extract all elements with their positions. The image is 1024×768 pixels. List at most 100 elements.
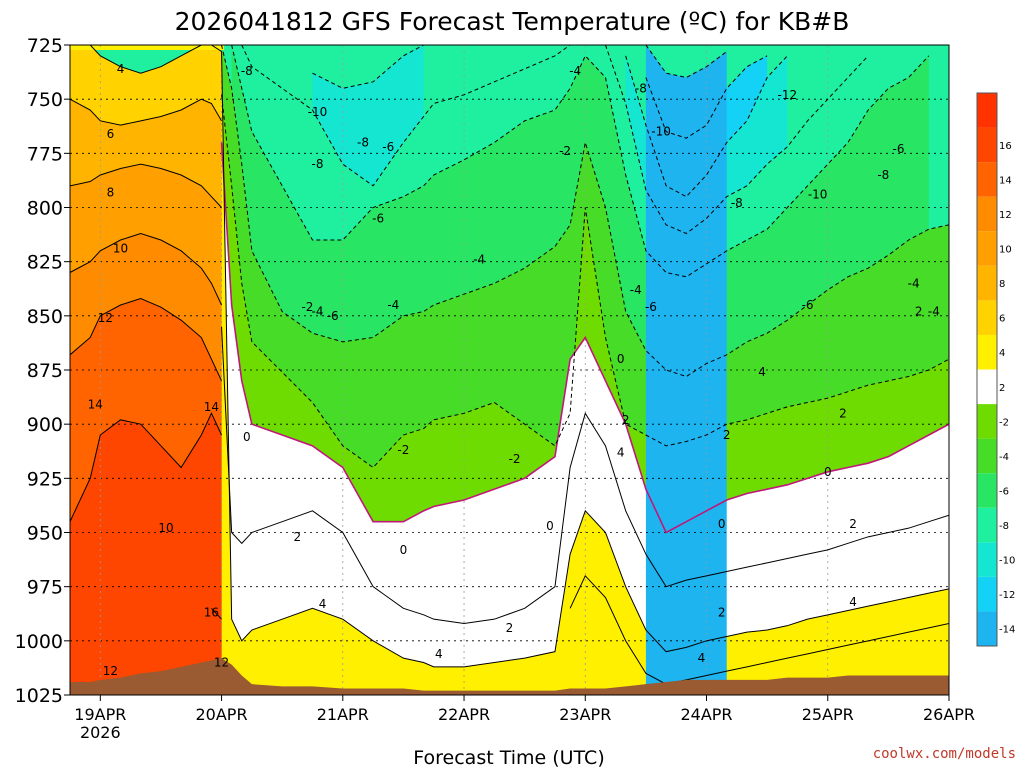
isotherm-label: -8 [877,168,889,182]
isotherm--8 [241,45,571,187]
y-tick-label: 875 [27,360,63,382]
isotherm-label: -4 [908,276,920,290]
isotherm-label: 14 [88,398,103,412]
isotherm-label: 0 [243,430,251,444]
isotherm-label: 12 [103,664,118,678]
y-tick-label: 925 [27,468,63,490]
colorbar-label: -2 [999,417,1009,428]
y-tick-label: 825 [27,252,63,274]
warm-band-14 [70,413,222,695]
isotherm-label: -2 [559,144,571,158]
warm-top-cap [70,45,225,50]
grid-lines [70,45,949,695]
isotherm-label: -6 [327,309,339,323]
isotherm-label: -12 [778,88,798,102]
x-tick-sublabel: 2026 [80,723,121,742]
ground-surface [70,658,949,695]
y-tick-label: 1025 [15,685,63,707]
colorbar-label: 6 [999,314,1005,325]
isotherm-label: 4 [117,62,125,76]
colorbar-bin [977,162,997,197]
colorbar-label: 10 [999,245,1012,256]
isotherm-label: -10 [808,188,828,202]
isotherm-label: -10 [308,105,328,119]
isotherm-label: 2 [294,530,302,544]
isotherm-label: -8 [635,81,647,95]
isotherm-label: -8 [357,136,369,150]
isotherm-label: 4 [698,651,706,665]
isotherm-label: -4 [928,305,940,319]
isotherm-label: -10 [651,125,671,139]
isotherm-label: 2 [839,406,847,420]
isotherm-label: 12 [214,656,229,670]
isotherm--2 [221,94,949,469]
isotherm-label: -8 [731,196,743,210]
colorbar-bin [977,231,997,266]
y-tick-label: 775 [27,143,63,165]
isotherm-label: 2 [506,621,514,635]
isotherm-lines [70,45,949,685]
isotherm-label: 8 [107,185,115,199]
isotherm-label: -4 [630,283,642,297]
isotherm-label: 0 [546,519,554,533]
isotherm-label: 16 [204,606,219,620]
isotherm-label: 4 [319,597,327,611]
isotherm-label: 0 [824,465,832,479]
colorbar-label: 16 [999,141,1012,152]
isotherm-label: -8 [312,157,324,171]
isotherm-label: -4 [473,253,485,267]
colorbar-bin [977,611,997,646]
y-tick-label: 725 [27,35,63,57]
x-tick-label: 21APR [317,705,369,724]
chart-title: 2026041812 GFS Forecast Temperature (ºC)… [175,7,850,36]
isotherm--12 [645,55,768,139]
isotherm--4 [221,45,949,378]
isotherm-label: 12 [98,311,113,325]
isotherm-10 [70,232,223,306]
colorbar-label: 12 [999,210,1012,221]
isotherm-2 [221,326,949,625]
surface-area [70,658,949,695]
isotherm-label: -6 [892,142,904,156]
colorbar-bin [977,127,997,163]
isotherm-label: -2 [509,452,521,466]
isotherm-6 [569,574,949,685]
isotherm-0 [220,142,949,534]
colorbar-label: -12 [999,590,1015,601]
isotherm-label: 2 [718,606,726,620]
y-tick-label: 850 [27,306,63,328]
colorbar-bin [977,542,997,577]
isotherm--10 [312,45,424,89]
colorbar-bin [977,300,997,335]
isotherm-label: -4 [387,298,399,312]
colorbar-bin [977,576,997,612]
isotherm-label: -4 [569,64,581,78]
colorbar-bin [977,438,997,474]
isotherm-label: 2 [849,517,857,531]
isotherm-label: 4 [849,595,857,609]
isotherm-label: -6 [645,300,657,314]
colorbar-bin [977,369,997,405]
isotherm-label: 2 [723,428,731,442]
isotherm-label: -2 [397,443,409,457]
x-axis-label: Forecast Time (UTC) [413,747,604,768]
isotherm-label: 10 [113,242,128,256]
colorbar-bin [977,507,997,543]
colorbar-bin [977,334,997,370]
isotherm-label: 14 [204,400,219,414]
x-tick-label: 26APR [923,705,975,724]
colorbar-label: -8 [999,521,1009,532]
x-tick-label: 24APR [680,705,732,724]
x-tick-label: 22APR [438,705,490,724]
colorbar-bin [977,265,997,301]
y-axis: 725 750 775 800 825 850 875 900 925 950 975 1000 102… [15,35,70,707]
colorbar-label: 2 [999,383,1005,394]
isotherm-label: -2 [301,300,313,314]
colorbar: -14 -12 -10 -8 -6 -4 -2 2 4 6 8 10 12 14 16 [976,92,1015,647]
y-tick-label: 800 [27,198,63,220]
y-tick-label: 1000 [15,631,63,653]
x-tick-label: 20APR [196,705,248,724]
isotherm-label: 2 [915,305,923,319]
